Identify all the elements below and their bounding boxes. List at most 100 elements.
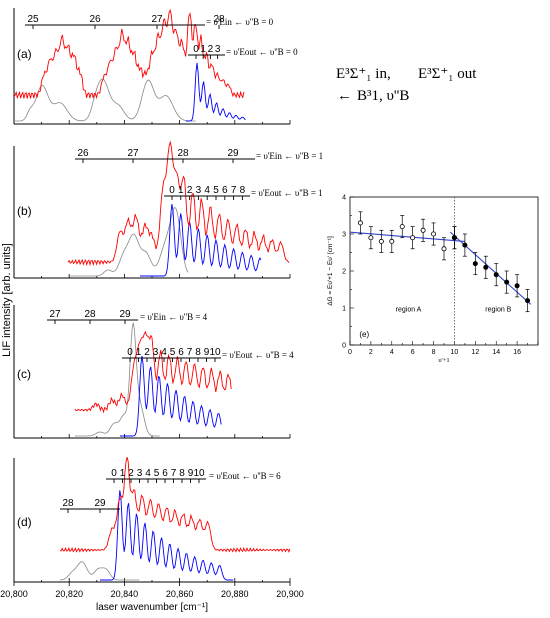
panel-b: (b) 26 27 28 29 = υ'Ein ← υ''B = 1 0 1 2 3 4 5 6 7 8 = … (13, 140, 323, 279)
e-x-tick-label: 4 (390, 349, 394, 356)
ladder-out-tick-label: 0 (193, 44, 199, 55)
e-x-tick-label: 12 (471, 349, 479, 356)
ladder-out-tick-label: 1 (120, 468, 126, 479)
ladder-out-label: = υ'Eout ← υ''B = 4 (222, 350, 294, 360)
panel-letter: (d) (17, 515, 32, 529)
ladder-in-tick-label: 29 (94, 498, 106, 509)
ladder-out-tick-label: 0 (169, 185, 175, 196)
ladder-in-label: = υ'Ein ← υ''B = 1 (256, 151, 323, 161)
ladder-out-tick-label: 9 (188, 468, 194, 479)
term-symbol-title: E³Σ⁺₁ in, E³Σ⁺₁ out ← B³1, υ''B (336, 66, 477, 104)
data-point (378, 238, 384, 244)
e-x-tick-label: 2 (369, 349, 373, 356)
ladder-out-tick-label: 1 (178, 185, 184, 196)
region-b-label: region B (485, 307, 511, 314)
data-point (389, 238, 395, 244)
title-part3: B³1, υ''B (357, 88, 409, 104)
ladder-out: 0 1 2 3 4 5 6 7 8 9 10 = υ'Eout ← υ''B = 6 (106, 468, 281, 483)
gray-trace (60, 561, 140, 581)
ladder-in-tick-label: 26 (77, 148, 89, 159)
ladder-out-tick-label: 6 (162, 468, 168, 479)
ladder-out-tick-label: 0 (111, 468, 117, 479)
ladder-out-tick-label: 8 (195, 347, 201, 358)
ladder-out: 0 1 2 3 4 5 6 7 8 = υ'Eout ← υ''B = 1 (164, 185, 323, 200)
ladder-out-label: = υ'Eout ← υ''B = 6 (209, 471, 281, 481)
ladder-in: 26 27 28 29 = υ'Ein ← υ''B = 1 (75, 148, 323, 163)
data-point (368, 235, 374, 241)
ladder-out-tick-label: 7 (187, 347, 193, 358)
ladder-out-tick-label: 5 (170, 347, 176, 358)
panel-letter: (c) (17, 367, 31, 381)
data-point (472, 261, 478, 267)
e-x-tick-label: 6 (411, 349, 415, 356)
ladder-out: 0 1 2 3 = υ'Eout ← υ''B = 0 (188, 44, 298, 59)
ladder-out-tick-label: 8 (179, 468, 185, 479)
red-trace (67, 140, 290, 267)
red-trace (74, 330, 232, 414)
ladder-in-tick-label: 28 (213, 14, 225, 25)
ladder-out-tick-label: 1 (200, 44, 206, 55)
red-trace (59, 456, 291, 553)
data-point (441, 246, 447, 252)
ladder-out-tick-label: 6 (178, 347, 184, 358)
data-point (493, 272, 499, 278)
data-point (420, 227, 426, 233)
ladder-in: 28 29 (60, 498, 120, 513)
panel-letter: (a) (17, 47, 32, 61)
data-point (504, 279, 510, 285)
ladder-out-tick-label: 8 (240, 185, 246, 196)
e-x-tick-label: 8 (432, 349, 436, 356)
region-a-label: region A (396, 307, 422, 314)
red-trace (13, 8, 245, 100)
panel-e-frame (349, 196, 539, 346)
ladder-out-tick-label: 4 (145, 468, 151, 479)
ladder-out-tick-label: 5 (213, 185, 219, 196)
ladder-out-label: = υ'Eout ← υ''B = 0 (226, 47, 298, 57)
shared-x-tick-label: 20,900 (276, 589, 304, 599)
e-y-tick-label: 1 (342, 306, 346, 313)
e-x-tick-label: 14 (492, 349, 500, 356)
ladder-out-tick-label: 2 (144, 347, 150, 358)
ladder-out-tick-label: 2 (128, 468, 134, 479)
ladder-out-tick-label: 7 (231, 185, 237, 196)
ladder-out-tick-label: 10 (193, 468, 205, 479)
ladder-out-tick-label: 7 (171, 468, 177, 479)
e-x-label: υ'+1 (438, 357, 449, 364)
shared-axis: 20,800 20,820 20,840 20,860 20,880 20,900 lase… (0, 243, 304, 613)
shared-x-tick-label: 20,800 (0, 589, 28, 599)
e-y-tick-label: 2 (342, 269, 346, 276)
ladder-out: 0 1 2 3 4 5 6 7 8 9 10 = υ'Eout ← υ''B = 4 (122, 347, 294, 362)
e-y-tick-label: 0 (342, 343, 346, 350)
ladder-out-tick-label: 2 (208, 44, 214, 55)
blue-trace (100, 490, 234, 581)
panel-a: (a) 25 26 27 28= υ'Ein ← υ''B = 0 0 1 2 3 = υ'Eou… (13, 8, 298, 125)
e-y-tick-label: 3 (342, 232, 346, 239)
ladder-in: 27 28 29 = υ'Ein ← υ''B = 4 (47, 309, 208, 324)
ladder-in-tick-label: 29 (119, 309, 131, 320)
ladder-out-tick-label: 4 (204, 185, 210, 196)
ladder-out-tick-label: 3 (215, 44, 221, 55)
ladder-out-tick-label: 5 (154, 468, 160, 479)
data-point (431, 231, 437, 237)
ladder-in-tick-label: 29 (227, 148, 239, 159)
data-point (525, 298, 531, 304)
ladder-in-label: = υ'Ein ← υ''B = 0 (206, 17, 274, 27)
shared-x-tick-label: 20,820 (55, 589, 83, 599)
shared-x-tick-label: 20,860 (166, 589, 194, 599)
ladder-out-tick-label: 6 (222, 185, 228, 196)
ladder-in-tick-label: 27 (127, 148, 139, 159)
title-part1: E³Σ⁺₁ in, (336, 66, 391, 82)
shared-y-label: LIF intensity [arb. units] (1, 243, 13, 357)
data-point (483, 264, 489, 270)
ladder-in-tick-label: 27 (49, 309, 61, 320)
ladder-out-tick-label: 3 (137, 468, 143, 479)
fit-line (449, 231, 532, 305)
ladder-out-tick-label: 3 (153, 347, 159, 358)
ladder-in-label: = υ'Ein ← υ''B = 4 (140, 312, 208, 322)
e-y-tick-label: 4 (342, 195, 346, 202)
ladder-in-tick-label: 26 (89, 14, 101, 25)
ladder-in: 25 26 27 28= υ'Ein ← υ''B = 0 (25, 14, 274, 29)
blue-trace (120, 355, 222, 437)
shared-x-tick-label: 20,840 (111, 589, 139, 599)
